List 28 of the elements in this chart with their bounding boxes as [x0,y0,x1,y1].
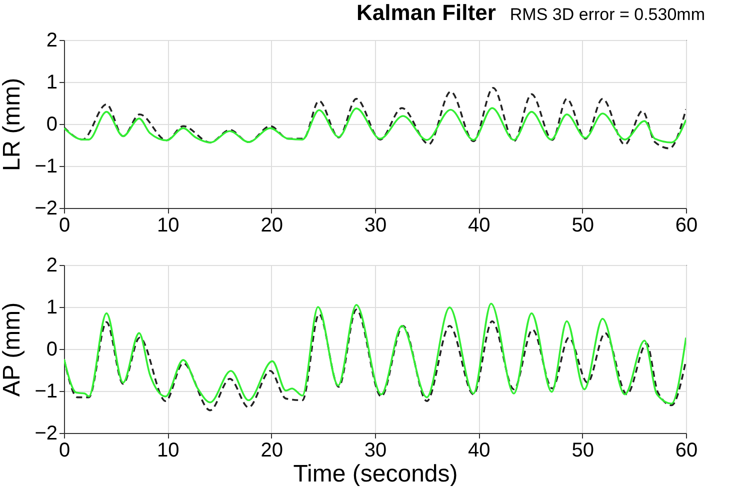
y-axis-title: LR (mm) [0,78,26,172]
line-series [64,107,686,144]
y-tick-label: −1 [34,156,58,178]
y-tick-label: −1 [34,380,58,402]
x-tick-label: 10 [157,214,180,236]
x-tick-label: 50 [572,214,594,236]
line-series [64,86,686,150]
x-tick-label: 10 [157,440,180,462]
y-tick-label: 0 [46,114,58,136]
y-axis-title: AP (mm) [0,302,26,397]
chart-title: Kalman Filter [356,0,496,26]
x-tick-label: 20 [260,214,283,236]
x-tick-label: 30 [364,440,387,462]
y-tick-label: 0 [46,338,58,360]
chart-subtitle: RMS 3D error = 0.530mm [510,5,705,25]
x-tick-label: 30 [364,214,387,236]
x-tick-label: 20 [260,440,283,462]
y-tick-label: 1 [46,296,58,318]
x-tick-label: 60 [675,440,698,462]
x-tick-label: 40 [468,214,490,236]
y-tick-label: 2 [46,30,58,52]
y-tick-label: 2 [46,254,58,276]
y-tick-label: −2 [34,198,58,220]
x-tick-label: 60 [675,214,698,236]
y-tick-label: −2 [34,422,58,444]
y-tick-label: 1 [46,72,58,94]
x-tick-label: 50 [572,440,594,462]
x-tick-label: 40 [468,440,490,462]
